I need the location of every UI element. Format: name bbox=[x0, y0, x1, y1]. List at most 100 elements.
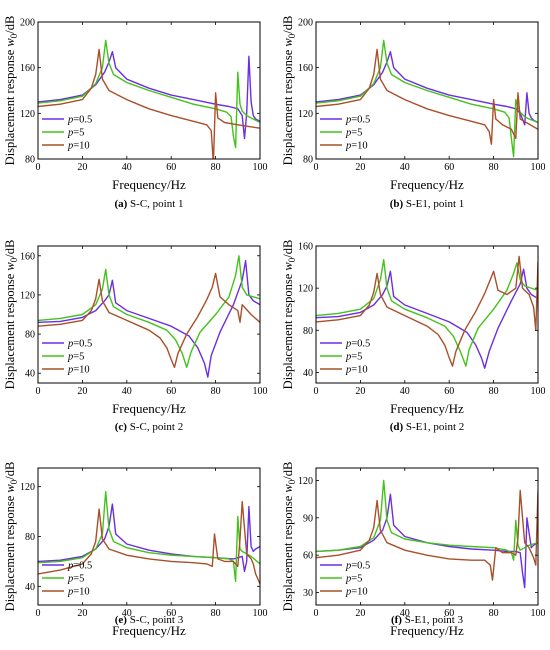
y-tick-label: 80 bbox=[303, 326, 313, 337]
legend-label-p05: p=0.5 bbox=[345, 561, 370, 572]
y-tick-label: 120 bbox=[298, 284, 313, 295]
y-axis-label: Displacement response w0/dB bbox=[3, 16, 19, 166]
x-tick-label: 80 bbox=[489, 162, 499, 173]
x-tick-label: 80 bbox=[211, 386, 221, 397]
legend-label-p10: p=10 bbox=[345, 365, 368, 376]
y-tick-label: 120 bbox=[20, 290, 35, 301]
chart-panel-c: 0 20 40 60 80 100 40 80 120 160 Frequency/Hz Displa… bbox=[3, 240, 268, 433]
y-tick-label: 160 bbox=[298, 63, 313, 74]
series-line-p5 bbox=[38, 255, 260, 368]
chart-panel-d: 0 20 40 60 80 100 40 80 120 160 Frequency/Hz Displa… bbox=[281, 240, 546, 433]
x-tick-label: 0 bbox=[36, 608, 41, 619]
legend: p=0.5 p=5 p=10 bbox=[42, 339, 92, 376]
legend: p=0.5 p=5 p=10 bbox=[42, 561, 92, 598]
legend-label-p10: p=10 bbox=[67, 365, 90, 376]
series-group bbox=[316, 479, 538, 589]
legend-label-p10: p=10 bbox=[345, 141, 368, 152]
y-tick-label: 160 bbox=[20, 63, 35, 74]
plot-frame bbox=[315, 245, 539, 384]
x-tick-label: 60 bbox=[444, 386, 454, 397]
legend: p=0.5 p=5 p=10 bbox=[320, 561, 370, 598]
series-line-p5 bbox=[316, 259, 538, 367]
legend-label-p05: p=0.5 bbox=[345, 339, 370, 350]
x-axis-label: Frequency/Hz bbox=[390, 623, 464, 638]
legend-label-p05: p=0.5 bbox=[67, 115, 92, 126]
legend-label-p10: p=10 bbox=[67, 587, 90, 598]
plot-frame bbox=[37, 245, 261, 384]
y-tick-label: 40 bbox=[25, 582, 35, 593]
x-tick-label: 100 bbox=[253, 386, 268, 397]
legend-label-p5: p=5 bbox=[67, 128, 84, 139]
x-tick-label: 20 bbox=[355, 162, 365, 173]
x-tick-label: 40 bbox=[122, 386, 132, 397]
series-line-p05 bbox=[316, 51, 538, 126]
y-tick-label: 80 bbox=[25, 155, 35, 166]
series-line-p10 bbox=[38, 500, 260, 585]
panel-caption: (a) S-C, point 1 bbox=[114, 198, 183, 210]
panel-caption: (e) S-C, point 3 bbox=[115, 614, 184, 626]
y-tick-label: 80 bbox=[25, 330, 35, 341]
series-line-p10 bbox=[316, 255, 538, 367]
series-line-p10 bbox=[316, 48, 538, 145]
x-tick-label: 0 bbox=[314, 608, 319, 619]
y-tick-label: 80 bbox=[303, 155, 313, 166]
x-tick-label: 60 bbox=[166, 386, 176, 397]
panel-caption: (c) S-C, point 2 bbox=[115, 421, 183, 433]
y-tick-label: 160 bbox=[298, 242, 313, 253]
x-axis-label: Frequency/Hz bbox=[390, 401, 464, 416]
x-tick-label: 80 bbox=[211, 608, 221, 619]
x-tick-label: 40 bbox=[400, 162, 410, 173]
legend: p=0.5 p=5 p=10 bbox=[320, 115, 370, 152]
x-tick-label: 20 bbox=[77, 608, 87, 619]
y-tick-label: 200 bbox=[298, 18, 313, 29]
chart-panel-b: 0 20 40 60 80 100 80 120 160 200 Frequency/Hz Displ… bbox=[281, 16, 546, 210]
y-tick-label: 80 bbox=[25, 532, 35, 543]
y-tick-label: 120 bbox=[298, 476, 313, 487]
y-axis-label: Displacement response w0/dB bbox=[3, 240, 19, 390]
legend-label-p05: p=0.5 bbox=[67, 561, 92, 572]
x-tick-label: 60 bbox=[166, 608, 176, 619]
x-tick-label: 0 bbox=[36, 386, 41, 397]
x-axis-label: Frequency/Hz bbox=[112, 177, 186, 192]
x-tick-label: 0 bbox=[36, 162, 41, 173]
series-line-p5 bbox=[38, 491, 260, 582]
y-axis-label: Displacement response w0/dB bbox=[281, 462, 297, 612]
legend-label-p5: p=5 bbox=[345, 128, 362, 139]
chart-panel-e: 0 20 40 60 80 100 40 80 120 Frequency/Hz Displacem… bbox=[3, 462, 268, 638]
y-axis-label: Displacement response w0/dB bbox=[3, 462, 19, 612]
series-line-p05 bbox=[38, 260, 260, 378]
series-line-p05 bbox=[316, 493, 538, 589]
legend-label-p05: p=0.5 bbox=[345, 115, 370, 126]
x-tick-label: 100 bbox=[531, 162, 546, 173]
y-tick-label: 120 bbox=[20, 109, 35, 120]
y-tick-label: 60 bbox=[303, 551, 313, 562]
x-tick-label: 20 bbox=[355, 386, 365, 397]
x-tick-label: 60 bbox=[444, 608, 454, 619]
series-line-p10 bbox=[38, 272, 260, 368]
y-axis-label: Displacement response w0/dB bbox=[281, 16, 297, 166]
panel-caption: (b) S-E1, point 1 bbox=[390, 198, 465, 210]
series-group bbox=[316, 39, 538, 158]
y-tick-label: 30 bbox=[303, 588, 313, 599]
plot-frame bbox=[37, 21, 261, 160]
y-tick-label: 120 bbox=[298, 109, 313, 120]
x-tick-label: 0 bbox=[314, 162, 319, 173]
series-group bbox=[38, 39, 260, 159]
series-line-p5 bbox=[316, 39, 538, 158]
series-group bbox=[38, 255, 260, 378]
x-axis-label: Frequency/Hz bbox=[112, 401, 186, 416]
y-tick-label: 90 bbox=[303, 513, 313, 524]
x-tick-label: 40 bbox=[122, 162, 132, 173]
x-tick-label: 100 bbox=[253, 608, 268, 619]
series-group bbox=[316, 255, 538, 369]
x-axis-label: Frequency/Hz bbox=[390, 177, 464, 192]
x-tick-label: 0 bbox=[314, 386, 319, 397]
x-tick-label: 20 bbox=[77, 386, 87, 397]
x-tick-label: 100 bbox=[253, 162, 268, 173]
plot-frame bbox=[315, 21, 539, 160]
panel-caption: (d) S-E1, point 2 bbox=[390, 421, 465, 433]
x-tick-label: 40 bbox=[400, 608, 410, 619]
y-tick-label: 200 bbox=[20, 18, 35, 29]
series-line-p5 bbox=[316, 479, 538, 561]
